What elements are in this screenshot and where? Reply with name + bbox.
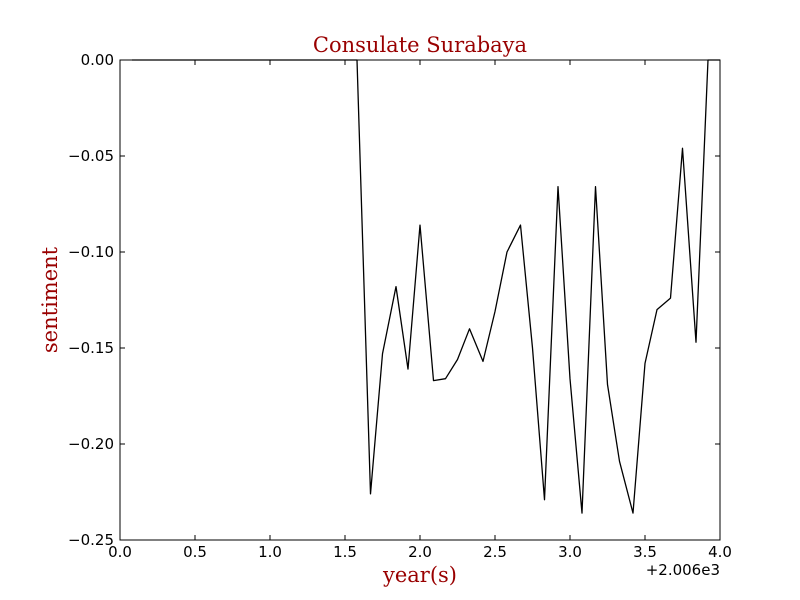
y-tick-label: −0.20	[68, 435, 114, 453]
y-tick-label: −0.25	[68, 531, 114, 549]
x-tick-label: 3.5	[633, 543, 657, 561]
x-tick-label: 3.0	[558, 543, 582, 561]
chart-title: Consulate Surabaya	[313, 33, 527, 57]
x-tick-label: 0.0	[108, 543, 132, 561]
y-tick-label: 0.00	[81, 51, 114, 69]
x-tick-label: 1.0	[258, 543, 282, 561]
x-axis-offset-label: +2.006e3	[646, 561, 720, 579]
x-tick-label: 1.5	[333, 543, 357, 561]
x-axis-label: year(s)	[382, 563, 457, 587]
x-tick-label: 2.0	[408, 543, 432, 561]
x-tick-label: 0.5	[183, 543, 207, 561]
y-axis-label: sentiment	[38, 246, 62, 353]
y-tick-label: −0.10	[68, 243, 114, 261]
y-tick-label: −0.15	[68, 339, 114, 357]
x-tick-label: 4.0	[708, 543, 732, 561]
x-tick-label: 2.5	[483, 543, 507, 561]
ticks-layer: 0.0 0.5 1.0 1.5 2.0 2.5 3.0 3.5 4.0 0.00 −0.05 −0.1…	[68, 51, 732, 561]
y-tick-label: −0.05	[68, 147, 114, 165]
